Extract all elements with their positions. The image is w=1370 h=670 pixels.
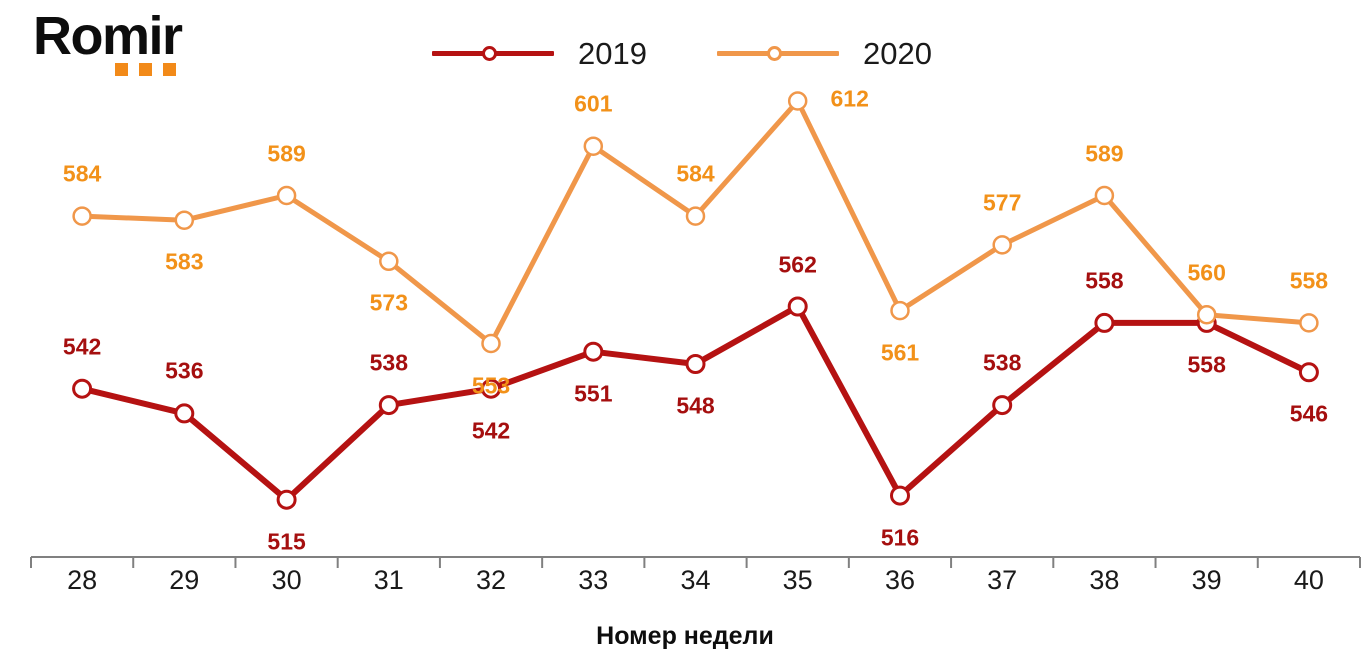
- series-2020: [72, 91, 1319, 354]
- data-point-marker[interactable]: [379, 251, 399, 272]
- data-label: 560: [1187, 259, 1226, 286]
- data-label: 558: [1085, 267, 1124, 294]
- data-point-marker[interactable]: [1299, 313, 1319, 333]
- data-point-marker[interactable]: [1094, 185, 1115, 206]
- legend-item-2019[interactable]: 2019: [432, 38, 647, 69]
- x-tick-label-38: 38: [1089, 565, 1120, 595]
- data-label: 612: [830, 85, 869, 112]
- data-label: 577: [983, 189, 1022, 216]
- data-point-marker[interactable]: [276, 489, 297, 510]
- data-label: 548: [676, 392, 715, 419]
- data-label: 589: [1085, 140, 1124, 166]
- data-label: 515: [267, 528, 306, 555]
- data-label: 573: [369, 289, 408, 316]
- legend-item-2020[interactable]: 2020: [716, 35, 932, 71]
- data-point-marker[interactable]: [992, 395, 1013, 416]
- data-label: 538: [983, 349, 1022, 376]
- data-point-marker[interactable]: [1094, 312, 1115, 333]
- x-tick-label-30: 30: [271, 565, 302, 595]
- data-label: 542: [62, 333, 102, 360]
- data-label: 584: [676, 160, 715, 187]
- x-tick-label-28: 28: [67, 565, 98, 595]
- data-point-marker[interactable]: [685, 354, 706, 374]
- series-group: [72, 91, 1319, 510]
- logo-square-icon: [139, 63, 152, 76]
- x-tick-label-34: 34: [680, 565, 711, 595]
- legend-marker-icon: [766, 46, 782, 61]
- data-label: 542: [471, 417, 511, 444]
- legend-swatch-2020: [716, 43, 839, 63]
- legend-swatch-2019: [432, 43, 554, 63]
- data-point-marker[interactable]: [276, 185, 297, 206]
- x-tick-label-35: 35: [782, 565, 813, 595]
- legend-marker-icon: [482, 46, 497, 61]
- data-point-marker[interactable]: [787, 296, 808, 317]
- logo-wordmark: Romir: [33, 6, 183, 66]
- data-label: 536: [165, 357, 204, 384]
- logo-squares: [115, 63, 176, 76]
- data-point-marker[interactable]: [1196, 304, 1217, 325]
- data-label: 589: [267, 140, 306, 166]
- series-line-2020: [79, 98, 1312, 346]
- data-label: 546: [1289, 400, 1329, 427]
- x-axis-tick-labels: 28 29 30 31 32 33 34 35 36 37 38 39 40: [0, 565, 1370, 605]
- data-label: 561: [880, 339, 920, 366]
- data-point-marker[interactable]: [481, 333, 501, 354]
- chart-legend: 2019 2020: [432, 33, 932, 73]
- x-tick-label-31: 31: [373, 565, 404, 595]
- data-label: 558: [1187, 351, 1226, 378]
- data-point-marker[interactable]: [1298, 362, 1319, 383]
- data-label: 562: [778, 251, 817, 277]
- data-point-marker[interactable]: [174, 210, 195, 230]
- data-point-marker[interactable]: [378, 395, 399, 416]
- data-point-marker[interactable]: [72, 378, 93, 399]
- data-label: 601: [574, 90, 613, 117]
- logo-square-icon: [115, 63, 128, 76]
- x-tick-label-36: 36: [884, 565, 916, 595]
- x-axis-title: Номер недели: [596, 622, 774, 650]
- data-label: 553: [471, 372, 511, 398]
- romir-logo: Romir: [33, 8, 243, 86]
- data-label: 538: [369, 349, 408, 376]
- x-tick-label-39: 39: [1191, 565, 1222, 595]
- data-point-marker[interactable]: [583, 341, 604, 362]
- data-point-marker[interactable]: [890, 300, 910, 321]
- data-label: 584: [62, 160, 102, 187]
- data-label: 583: [165, 248, 204, 275]
- x-tick-label-32: 32: [475, 565, 507, 595]
- data-point-marker[interactable]: [685, 206, 706, 226]
- x-tick-label-33: 33: [578, 565, 609, 595]
- data-point-marker[interactable]: [787, 91, 808, 111]
- data-label: 558: [1289, 267, 1329, 294]
- x-tick-label-29: 29: [169, 565, 200, 595]
- data-label: 551: [574, 380, 613, 407]
- legend-label-2019: 2019: [578, 35, 647, 71]
- data-point-marker[interactable]: [1196, 312, 1217, 333]
- legend-label-2020: 2020: [862, 35, 932, 71]
- logo-square-icon: [163, 63, 176, 76]
- data-point-marker[interactable]: [890, 485, 910, 506]
- data-label: 516: [880, 524, 920, 551]
- data-point-marker[interactable]: [174, 403, 195, 424]
- x-tick-label-40: 40: [1293, 565, 1324, 595]
- data-point-marker[interactable]: [583, 136, 604, 156]
- data-point-marker[interactable]: [72, 206, 92, 226]
- data-point-marker[interactable]: [992, 235, 1012, 255]
- x-tick-label-37: 37: [987, 565, 1018, 595]
